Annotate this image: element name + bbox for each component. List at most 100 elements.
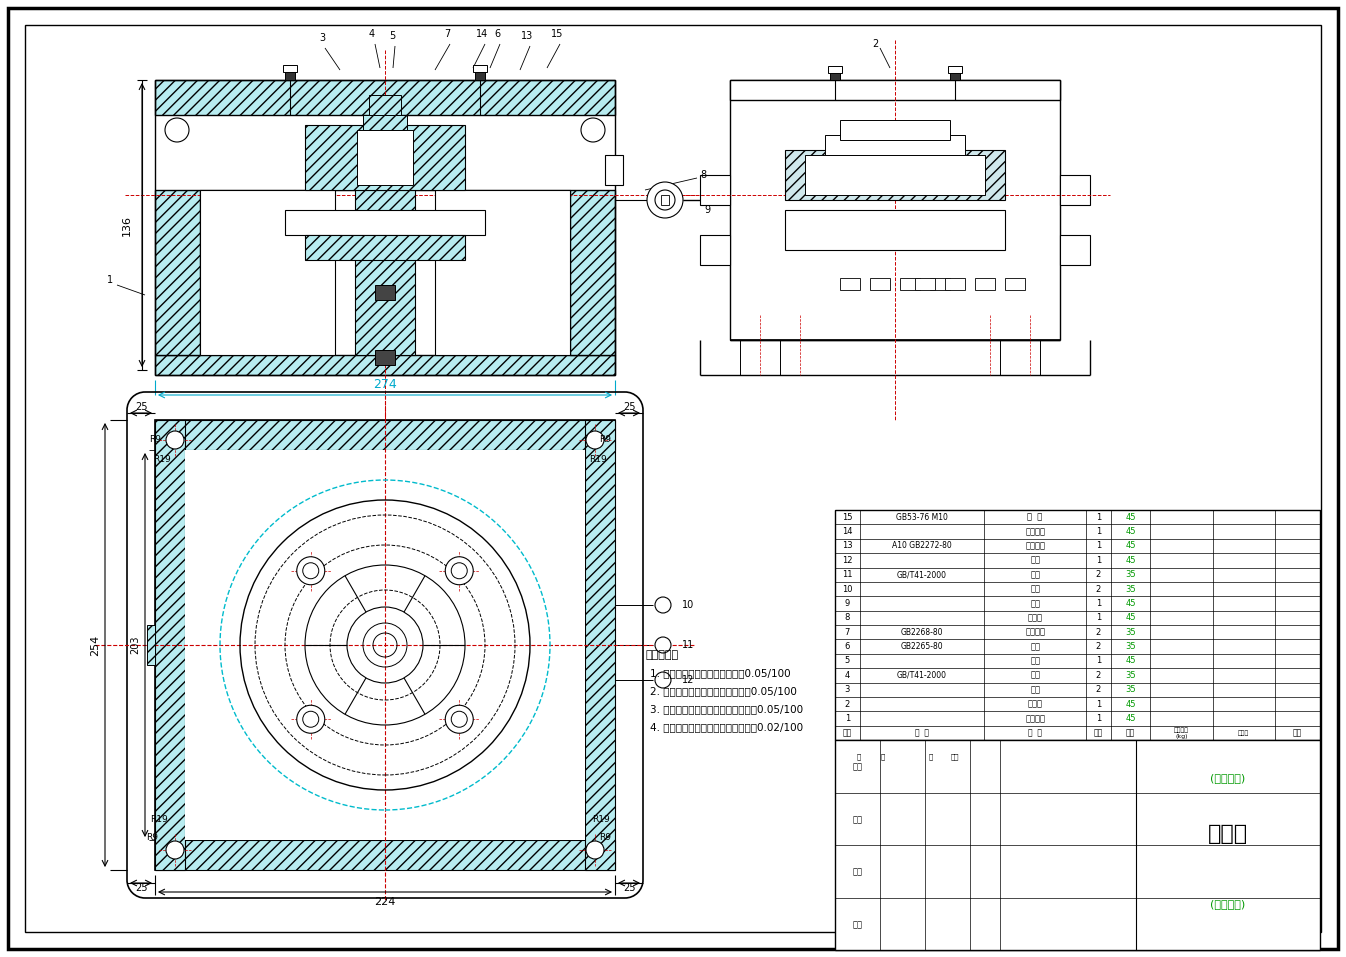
Text: 224: 224 [374, 897, 396, 907]
Text: 7: 7 [845, 628, 851, 636]
Text: 35: 35 [1125, 570, 1136, 579]
Bar [283, 65, 297, 72]
Text: 钻套螺钉: 钻套螺钉 [1026, 628, 1044, 636]
Text: GB2268-80: GB2268-80 [900, 628, 944, 636]
Bar [915, 278, 935, 290]
Text: 45: 45 [1125, 542, 1136, 550]
Text: 1: 1 [1096, 714, 1101, 723]
Text: A10 GB2272-80: A10 GB2272-80 [892, 542, 952, 550]
Text: R19: R19 [592, 815, 610, 825]
Text: 8: 8 [845, 613, 851, 622]
Text: 4: 4 [845, 671, 851, 679]
Text: 45: 45 [1125, 700, 1136, 708]
Bar [700, 175, 730, 205]
Circle shape [446, 705, 474, 733]
Text: 7: 7 [444, 29, 450, 39]
Text: 14: 14 [476, 29, 489, 39]
Bar [950, 73, 960, 80]
Text: 销轴: 销轴 [1030, 556, 1040, 565]
Bar [948, 66, 962, 73]
Text: 菱形螺钉: 菱形螺钉 [1026, 527, 1044, 536]
Text: 2: 2 [1096, 685, 1101, 694]
Bar [201, 190, 335, 355]
Text: 4. 心轴中心线对夹具体底面垂直度：0.02/100: 4. 心轴中心线对夹具体底面垂直度：0.02/100 [650, 722, 804, 732]
Text: 13: 13 [521, 31, 533, 41]
Text: 203: 203 [131, 635, 140, 655]
Text: 14: 14 [843, 527, 852, 536]
Text: R9: R9 [149, 435, 162, 444]
Text: R9: R9 [599, 833, 611, 841]
Text: 销钉: 销钉 [1030, 585, 1040, 593]
Text: 制图: 制图 [853, 921, 863, 929]
Text: 代  号: 代 号 [915, 728, 929, 737]
Bar [306, 235, 464, 260]
Text: 2: 2 [872, 39, 878, 49]
Text: 批: 批 [857, 753, 861, 760]
Text: 螺母: 螺母 [1030, 671, 1040, 679]
Text: 名  称: 名 称 [1028, 728, 1042, 737]
Text: 35: 35 [1125, 671, 1136, 679]
Bar [700, 235, 730, 265]
Bar [147, 625, 155, 665]
Text: 衬套: 衬套 [1030, 642, 1040, 651]
Bar [828, 66, 843, 73]
Bar [376, 285, 394, 300]
Text: 8: 8 [700, 170, 707, 180]
Text: 25: 25 [135, 883, 147, 893]
Circle shape [451, 563, 467, 579]
Text: 1: 1 [1096, 613, 1101, 622]
Text: R9: R9 [599, 435, 611, 444]
Circle shape [296, 557, 324, 585]
Text: R19: R19 [153, 456, 171, 464]
Text: 支撑板: 支撑板 [1027, 613, 1043, 622]
Text: 254: 254 [90, 634, 100, 656]
Bar [155, 420, 615, 870]
Text: 1: 1 [1096, 513, 1101, 522]
Text: GB53-76 M10: GB53-76 M10 [896, 513, 948, 522]
Text: 螺  母: 螺 母 [1027, 513, 1043, 522]
Bar [285, 65, 295, 80]
Text: 35: 35 [1125, 628, 1136, 636]
Bar [930, 278, 950, 290]
Circle shape [296, 705, 324, 733]
Text: 2. 钻套轴线对夹具体底面垂直度：0.05/100: 2. 钻套轴线对夹具体底面垂直度：0.05/100 [650, 686, 797, 696]
Text: 2: 2 [1096, 628, 1101, 636]
Bar [376, 350, 394, 365]
Text: 274: 274 [373, 379, 397, 391]
Text: GB/T41-2000: GB/T41-2000 [896, 570, 948, 579]
Text: 号: 号 [929, 753, 933, 760]
Text: GB/T41-2000: GB/T41-2000 [896, 671, 948, 679]
Bar [661, 195, 669, 205]
Circle shape [303, 711, 319, 727]
Text: 数量: 数量 [1094, 728, 1102, 737]
Text: 13: 13 [843, 542, 853, 550]
Text: 136: 136 [122, 214, 132, 235]
Text: 12: 12 [843, 556, 852, 565]
Text: 5: 5 [389, 31, 396, 41]
Circle shape [656, 672, 672, 688]
Text: 心轴: 心轴 [1030, 657, 1040, 665]
Text: 12: 12 [682, 675, 695, 685]
Bar [569, 190, 615, 355]
Text: 35: 35 [1125, 585, 1136, 593]
Text: R9: R9 [145, 833, 157, 841]
Text: 批准: 批准 [853, 763, 863, 771]
Text: 单件重量
(kg): 单件重量 (kg) [1174, 727, 1189, 739]
Text: 45: 45 [1125, 714, 1136, 723]
Text: 45: 45 [1125, 599, 1136, 608]
Text: 15: 15 [843, 513, 852, 522]
Text: 45: 45 [1125, 513, 1136, 522]
Bar [184, 450, 586, 840]
Text: 螺母: 螺母 [1030, 570, 1040, 579]
Text: 45: 45 [1125, 556, 1136, 565]
Text: 25: 25 [623, 883, 635, 893]
Bar [945, 278, 965, 290]
Bar [825, 135, 965, 155]
Text: 10: 10 [843, 585, 852, 593]
Text: 日期: 日期 [952, 753, 960, 760]
Text: 3: 3 [319, 33, 326, 43]
Text: 35: 35 [1125, 685, 1136, 694]
Text: 45: 45 [1125, 527, 1136, 536]
Text: 1: 1 [1096, 700, 1101, 708]
Text: 9: 9 [845, 599, 851, 608]
